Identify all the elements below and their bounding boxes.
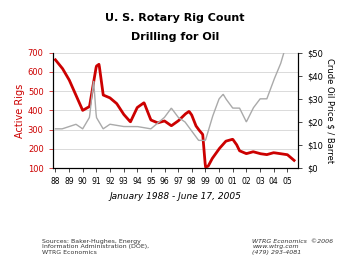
Text: U. S. Rotary Rig Count: U. S. Rotary Rig Count: [105, 13, 245, 23]
X-axis label: January 1988 - June 17, 2005: January 1988 - June 17, 2005: [110, 192, 242, 201]
Y-axis label: Active Rigs: Active Rigs: [15, 83, 25, 138]
Y-axis label: Crude Oil Price $ / Barret: Crude Oil Price $ / Barret: [326, 58, 335, 163]
Text: Sources: Baker-Hughes, Energy
Information Administration (DOE),
WTRG Economics: Sources: Baker-Hughes, Energy Informatio…: [42, 239, 149, 255]
Text: Drilling for Oil: Drilling for Oil: [131, 32, 219, 42]
Text: WTRG Economics  ©2006
www.wtrg.com
(479) 293-4081: WTRG Economics ©2006 www.wtrg.com (479) …: [252, 239, 333, 255]
